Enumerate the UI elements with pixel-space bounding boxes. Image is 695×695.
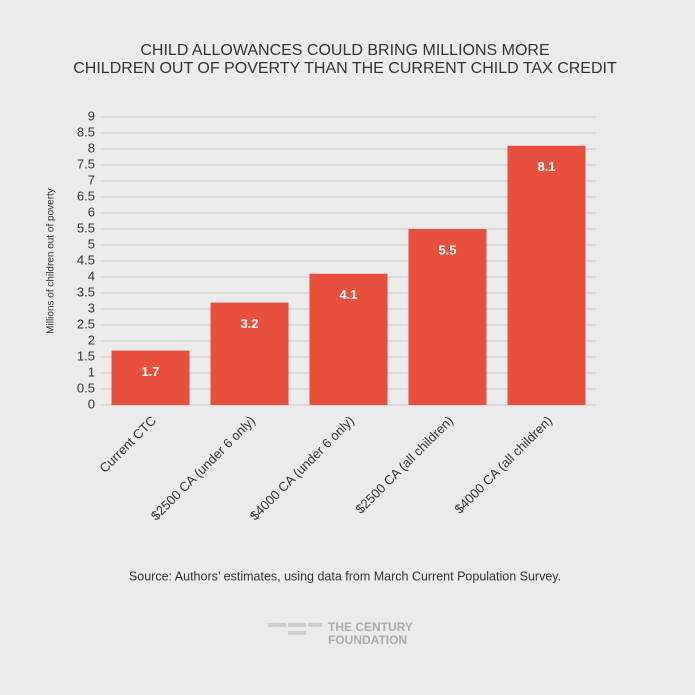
data-label: 4.1 <box>339 287 357 302</box>
y-tick-label: 1 <box>88 364 95 379</box>
y-tick-label: 2 <box>88 332 95 347</box>
y-tick-label: 9 <box>88 108 95 123</box>
bar <box>309 273 388 405</box>
bar <box>408 229 487 405</box>
chart-title: CHILD ALLOWANCES COULD BRING MILLIONS MO… <box>140 42 549 59</box>
logo-mark <box>268 623 286 627</box>
logo-mark <box>288 631 306 635</box>
bar <box>111 350 190 405</box>
y-tick-label: 6 <box>88 204 95 219</box>
data-label: 1.7 <box>141 364 159 379</box>
logo-mark <box>308 623 322 627</box>
y-tick-label: 8 <box>88 140 95 155</box>
y-tick-label: 4.5 <box>77 252 95 267</box>
logo-text: THE CENTURY <box>328 620 413 634</box>
data-label: 5.5 <box>438 242 456 257</box>
y-tick-label: 5.5 <box>77 220 95 235</box>
y-tick-label: 4 <box>88 268 95 283</box>
y-tick-label: 0.5 <box>77 380 95 395</box>
y-tick-label: 1.5 <box>77 348 95 363</box>
logo-text: FOUNDATION <box>328 633 407 647</box>
data-label: 3.2 <box>240 316 258 331</box>
y-tick-label: 7.5 <box>77 156 95 171</box>
logo: THE CENTURY FOUNDATION <box>268 620 413 647</box>
source: Source: Authors’ estimates, using data f… <box>129 569 561 583</box>
y-tick-label: 0 <box>88 396 95 411</box>
y-axis-label: Millions of children out of poverty <box>46 188 57 334</box>
y-tick-label: 8.5 <box>77 124 95 139</box>
chart-title: CHILDREN OUT OF POVERTY THAN THE CURRENT… <box>73 60 617 77</box>
y-tick-label: 3.5 <box>77 284 95 299</box>
y-tick-label: 5 <box>88 236 95 251</box>
y-tick-label: 6.5 <box>77 188 95 203</box>
bar <box>210 302 289 405</box>
logo-mark <box>288 623 306 627</box>
bar <box>507 145 586 406</box>
y-tick-label: 7 <box>88 172 95 187</box>
data-label: 8.1 <box>537 159 555 174</box>
y-tick-label: 3 <box>88 300 95 315</box>
y-tick-label: 2.5 <box>77 316 95 331</box>
